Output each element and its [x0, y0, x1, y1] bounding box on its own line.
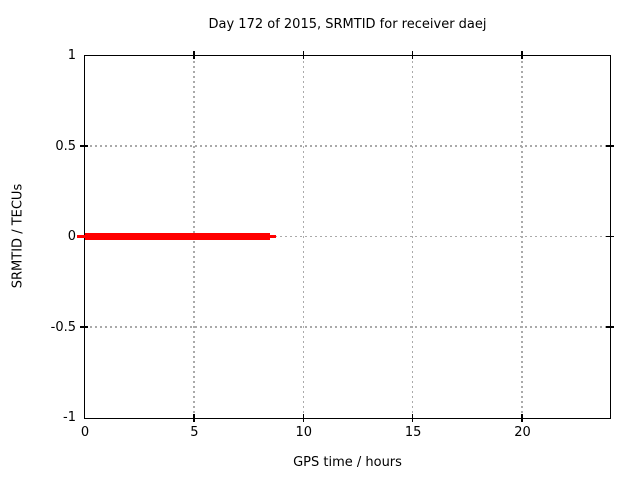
chart-title: Day 172 of 2015, SRMTID for receiver dae… — [208, 17, 487, 32]
x-tick-label: 20 — [514, 425, 531, 440]
gridline-horizontal — [84, 326, 610, 328]
data-series-line — [84, 233, 271, 240]
plot-area — [76, 51, 614, 422]
y-tick-label: -0.5 — [50, 319, 76, 335]
y-tick-mark-right — [605, 235, 614, 238]
y-tick-mark-right — [605, 145, 614, 147]
x-tick-mark-top — [193, 51, 195, 59]
data-series-line-left-cap — [76, 235, 85, 238]
gridline-horizontal — [84, 235, 610, 238]
x-tick-label: 15 — [404, 425, 422, 440]
x-tick-mark-bottom — [302, 413, 304, 422]
x-tick-mark-bottom — [521, 413, 523, 422]
x-tick-mark-bottom — [193, 413, 195, 422]
data-series-line-right-cap — [270, 235, 277, 238]
y-tick-label: -1 — [63, 410, 76, 425]
y-tick-mark-left — [80, 145, 88, 147]
x-tick-mark-bottom — [411, 413, 414, 422]
y-tick-mark-right — [605, 326, 614, 328]
x-tick-label: 5 — [190, 425, 199, 440]
y-tick-label: 1 — [67, 48, 76, 63]
y-tick-mark-left — [80, 326, 88, 328]
x-tick-label: 0 — [80, 425, 90, 440]
x-tick-mark-top — [302, 51, 304, 59]
y-tick-label: 0.5 — [55, 138, 76, 154]
gridline-horizontal — [84, 145, 610, 147]
x-tick-label: 10 — [295, 425, 313, 440]
x-axis-title: GPS time / hours — [293, 455, 402, 470]
x-tick-mark-top — [521, 51, 523, 59]
y-tick-label: 0 — [67, 229, 76, 244]
x-tick-mark-top — [411, 51, 414, 59]
